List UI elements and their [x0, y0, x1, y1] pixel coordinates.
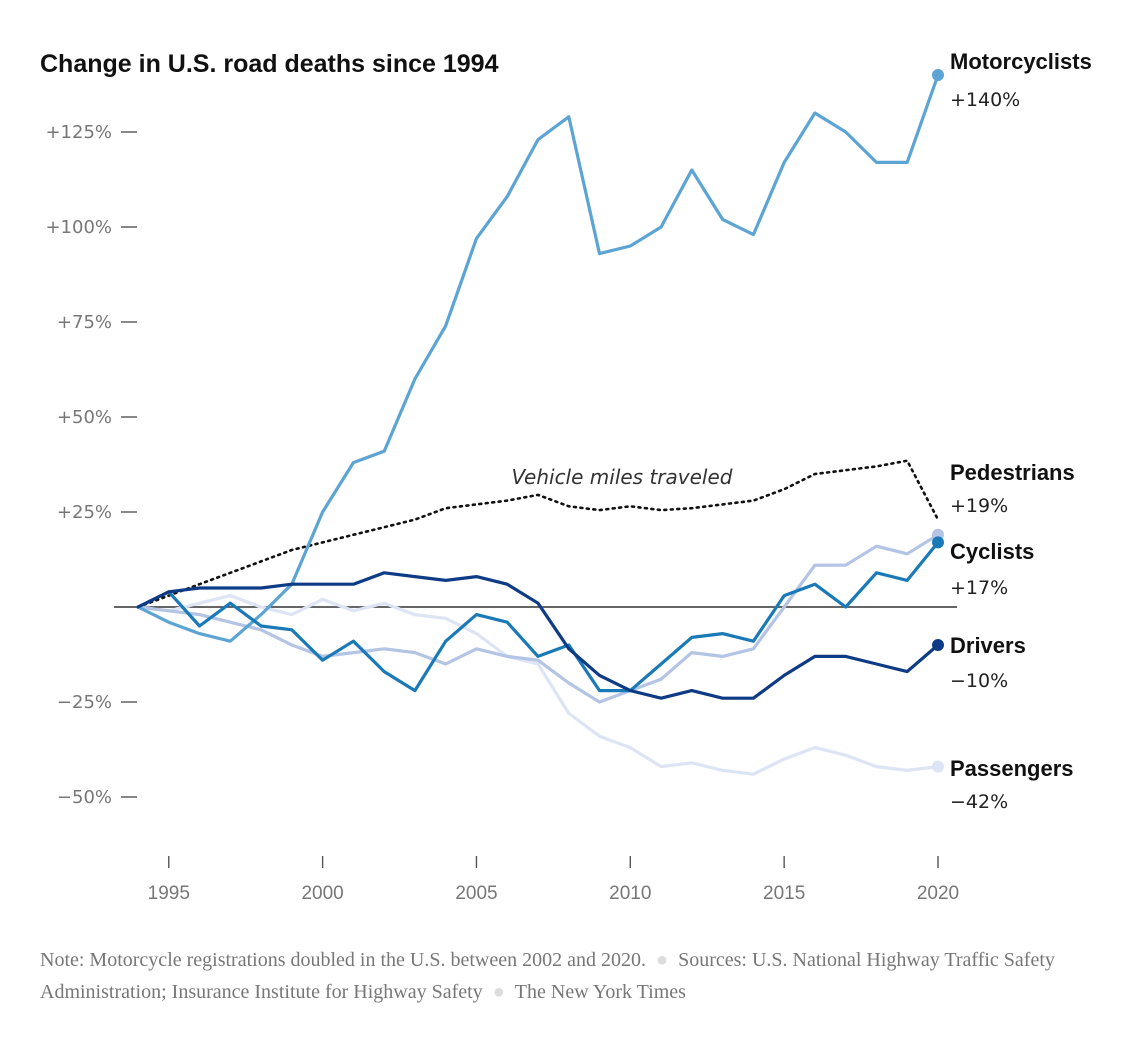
drivers-line: [136, 571, 940, 700]
x-axis: 1995 2000 2005 2010 2015 2020: [148, 856, 959, 904]
motorcyclists-label: Motorcyclists: [950, 49, 1092, 74]
x-tick-label: 2020: [917, 883, 959, 904]
footnote-separator: ●: [492, 981, 505, 1003]
pedestrians-label: Pedestrians: [950, 460, 1075, 485]
footnote-credit: The New York Times: [514, 981, 686, 1003]
series-layer: [136, 69, 944, 776]
road-deaths-line-chart: Change in U.S. road deaths since 1994 +1…: [40, 49, 1092, 904]
y-axis: +125% +100% +75% +50% +25% −25% −50%: [45, 122, 137, 808]
chart-title: Change in U.S. road deaths since 1994: [40, 50, 499, 78]
y-tick-label: +125%: [45, 122, 112, 143]
footnote-note: Note: Motorcycle registrations doubled i…: [40, 949, 646, 971]
cyclists-end-dot: [932, 536, 944, 549]
x-tick-label: 2010: [609, 883, 651, 904]
passengers-value-label: −42%: [950, 791, 1008, 813]
pedestrians-value-label: +19%: [950, 495, 1008, 517]
motorcyclists-end-dot: [932, 69, 944, 81]
cyclists-label: Cyclists: [950, 539, 1034, 564]
passengers-label: Passengers: [950, 756, 1074, 781]
cyclists-value-label: +17%: [950, 577, 1008, 599]
y-tick-label: −25%: [57, 692, 112, 713]
motorcyclists-line: [136, 73, 940, 643]
drivers-label: Drivers: [950, 633, 1026, 658]
drivers-end-dot: [932, 639, 944, 651]
y-tick-label: +50%: [57, 407, 112, 428]
passengers-line: [136, 593, 940, 776]
series-labels-layer: Passengers −42% Pedestrians +19% Motorcyclis…: [950, 49, 1092, 813]
y-tick-label: +100%: [45, 217, 112, 238]
vehicle-miles-dotted-line: [136, 459, 940, 609]
x-tick-label: 2015: [763, 883, 805, 904]
footnote-sources: Sources: U.S. National Highway Traffic S…: [40, 949, 1055, 1003]
x-tick-label: 1995: [148, 883, 190, 904]
drivers-value-label: −10%: [950, 670, 1008, 692]
cyclists-line: [136, 540, 940, 693]
x-tick-label: 2005: [455, 883, 497, 904]
y-tick-label: +75%: [57, 312, 112, 333]
x-tick-label: 2000: [301, 883, 343, 904]
pedestrians-line: [136, 533, 940, 704]
vehicle-miles-label: Vehicle miles traveled: [512, 465, 733, 489]
reference-series-layer: Vehicle miles traveled: [136, 459, 940, 609]
y-tick-label: +25%: [57, 502, 112, 523]
footnote-separator: ●: [656, 949, 669, 971]
passengers-end-dot: [932, 760, 944, 773]
footnote: Note: Motorcycle registrations doubled i…: [40, 944, 1120, 1008]
y-tick-label: −50%: [57, 787, 112, 808]
motorcyclists-value-label: +140%: [950, 89, 1020, 111]
